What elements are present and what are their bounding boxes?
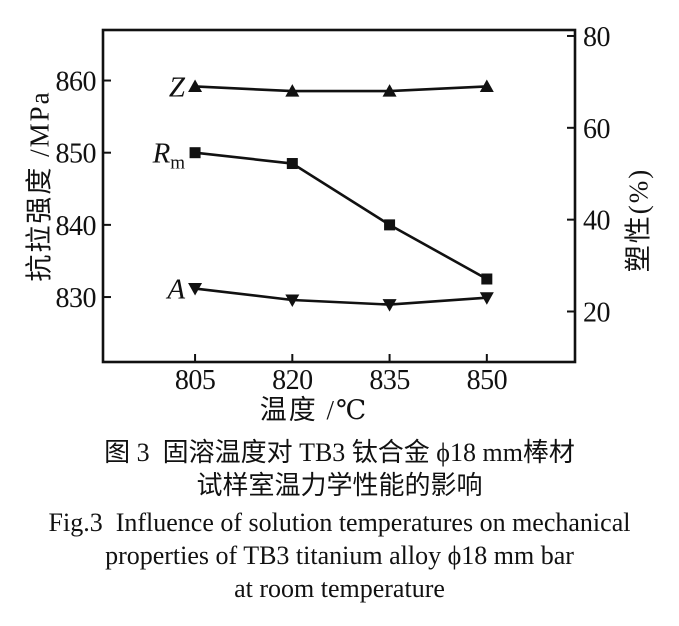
plot-frame [101, 28, 577, 364]
right-axis-title: 塑性(%) [623, 167, 654, 273]
x-tick-label: 835 [369, 365, 410, 396]
left-tick-label: 860 [56, 67, 97, 98]
series-Z-marker-triangle-up [382, 84, 397, 97]
series-Z-label: Z [169, 71, 186, 103]
series-A-marker-triangle-down [382, 299, 397, 312]
caption-en-line3: at room temperature [234, 574, 445, 603]
series-A-line [194, 287, 487, 306]
caption-en-line2: properties of TB3 titanium alloy ϕ18 mm … [105, 541, 574, 570]
right-tick-label: 20 [583, 297, 610, 328]
left-axis-title: 抗拉强度 /MPa [24, 90, 55, 282]
figure-caption: 图 3 固溶温度对 TB3 钛合金 ϕ18 mm棒材 试样室温力学性能的影响 F… [0, 436, 679, 605]
x-axis-title: 温度 /℃ [259, 395, 369, 425]
series-Z-marker-triangle-up [188, 79, 203, 92]
series-Z-marker-triangle-up [479, 79, 494, 92]
x-tick-label: 820 [272, 365, 313, 396]
series-Rm-marker-square [189, 147, 201, 159]
caption-en-line1: Fig.3 Influence of solution temperatures… [48, 508, 631, 537]
right-tick-label: 40 [583, 206, 610, 237]
caption-zh-line1: 图 3 固溶温度对 TB3 钛合金 ϕ18 mm棒材 [104, 438, 575, 467]
series-Rm-marker-square [481, 273, 493, 285]
right-tick-label: 80 [583, 22, 610, 53]
series-A-marker-triangle-down [479, 292, 494, 305]
series-Rm-label: Rm [152, 138, 186, 174]
caption-english: Fig.3 Influence of solution temperatures… [0, 506, 679, 605]
series-Rm-line [194, 151, 488, 281]
caption-chinese: 图 3 固溶温度对 TB3 钛合金 ϕ18 mm棒材 试样室温力学性能的影响 [0, 436, 679, 502]
x-tick-label: 850 [467, 365, 508, 396]
left-tick-label: 840 [56, 211, 97, 242]
series-Z-marker-triangle-up [285, 84, 300, 97]
chart-svg: 860 850 840 830 80 60 40 20 805 820 835 850 Z Rm A [56, 22, 611, 396]
series-A-marker-triangle-down [285, 294, 300, 308]
series-Rm-marker-square [286, 158, 298, 170]
left-tick-label: 830 [56, 283, 97, 314]
x-tick-label: 805 [175, 365, 216, 396]
left-tick-label: 850 [56, 139, 97, 170]
series-A-label: A [165, 274, 185, 306]
series-Rm-marker-square [384, 219, 396, 231]
right-tick-label: 60 [583, 114, 610, 145]
series-A-marker-triangle-down [188, 283, 203, 296]
series-Z-line [195, 85, 487, 93]
caption-zh-line2: 试样室温力学性能的影响 [196, 471, 483, 500]
